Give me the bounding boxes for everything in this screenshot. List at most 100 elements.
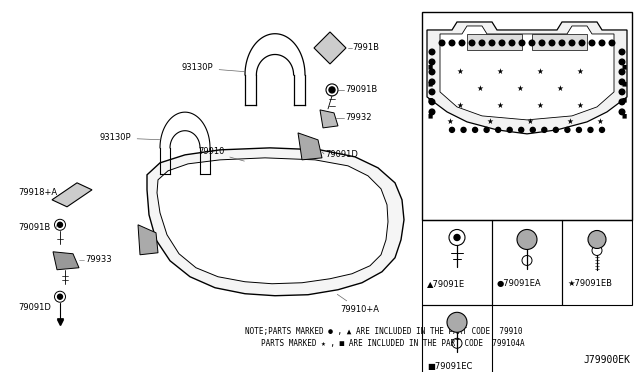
Text: ★: ★ (566, 118, 573, 126)
Circle shape (531, 127, 535, 132)
Circle shape (454, 234, 460, 240)
Bar (492, 220, 562, 305)
Circle shape (507, 127, 512, 132)
Text: ★: ★ (497, 102, 504, 110)
Circle shape (453, 318, 461, 326)
Text: ■: ■ (621, 81, 627, 86)
Bar (422, 12, 632, 220)
Text: ★79091EB: ★79091EB (567, 279, 612, 288)
Text: PARTS MARKED ★ , ■ ARE INCLUDED IN THE PART CODE  799104A: PARTS MARKED ★ , ■ ARE INCLUDED IN THE P… (261, 339, 525, 348)
Text: 79918+A: 79918+A (18, 188, 57, 197)
Circle shape (429, 69, 435, 75)
Circle shape (593, 236, 600, 243)
Text: ★: ★ (477, 84, 483, 93)
Polygon shape (440, 26, 614, 120)
Circle shape (460, 40, 465, 46)
Bar (422, 220, 492, 305)
Circle shape (447, 312, 467, 332)
Circle shape (461, 127, 466, 132)
Circle shape (559, 40, 564, 46)
Text: ★: ★ (557, 84, 563, 93)
Circle shape (540, 40, 545, 46)
Circle shape (599, 40, 605, 46)
Text: ★: ★ (456, 102, 463, 110)
Circle shape (577, 127, 581, 132)
Text: 79091B: 79091B (18, 223, 51, 232)
Circle shape (517, 230, 537, 250)
Circle shape (489, 40, 495, 46)
Circle shape (329, 87, 335, 93)
Circle shape (569, 40, 575, 46)
Text: 93130P: 93130P (182, 64, 245, 73)
Circle shape (588, 231, 606, 248)
Circle shape (509, 40, 515, 46)
Circle shape (554, 127, 558, 132)
Polygon shape (298, 133, 322, 160)
Bar (562, 220, 632, 305)
Text: ●79091EA: ●79091EA (497, 279, 541, 288)
Text: ★: ★ (596, 118, 604, 126)
Circle shape (565, 127, 570, 132)
Text: ■: ■ (621, 113, 627, 118)
Circle shape (58, 294, 63, 299)
Text: ■: ■ (621, 97, 627, 102)
Text: 79091D: 79091D (18, 303, 51, 312)
Circle shape (523, 235, 531, 244)
Text: J79900EK: J79900EK (583, 355, 630, 365)
Text: 79932: 79932 (345, 113, 371, 122)
Text: ■: ■ (428, 97, 433, 102)
Text: NOTE;PARTS MARKED ● , ▲ ARE INCLUDED IN THE PART CODE  79910: NOTE;PARTS MARKED ● , ▲ ARE INCLUDED IN … (245, 327, 522, 336)
Circle shape (429, 49, 435, 55)
Text: ■79091EC: ■79091EC (427, 362, 472, 371)
Text: 79091B: 79091B (345, 86, 377, 94)
Circle shape (549, 40, 555, 46)
Text: ★: ★ (516, 84, 524, 93)
Circle shape (620, 59, 625, 65)
Circle shape (469, 40, 475, 46)
Bar (532, 34, 587, 50)
Text: 7991B: 7991B (352, 44, 379, 52)
Text: 93130P: 93130P (100, 134, 160, 142)
Circle shape (479, 40, 485, 46)
Text: ■: ■ (428, 81, 433, 86)
Text: ★: ★ (486, 118, 493, 126)
Circle shape (429, 109, 435, 115)
Polygon shape (320, 110, 338, 128)
Bar (467, 34, 522, 50)
Circle shape (484, 127, 489, 132)
Text: 79910+A: 79910+A (337, 294, 379, 314)
Text: ★: ★ (536, 67, 543, 76)
Circle shape (429, 79, 435, 85)
Circle shape (449, 127, 454, 132)
Text: 79933: 79933 (85, 255, 111, 264)
Text: ★: ★ (497, 67, 504, 76)
Circle shape (620, 79, 625, 85)
Circle shape (449, 40, 455, 46)
Text: ★: ★ (577, 102, 584, 110)
Circle shape (495, 127, 500, 132)
Circle shape (519, 40, 525, 46)
Bar (422, 305, 492, 372)
Text: ■: ■ (428, 113, 433, 118)
Circle shape (529, 40, 535, 46)
Circle shape (620, 99, 625, 105)
Circle shape (609, 40, 615, 46)
Circle shape (429, 59, 435, 65)
Circle shape (472, 127, 477, 132)
Polygon shape (314, 32, 346, 64)
Circle shape (58, 222, 63, 227)
Circle shape (542, 127, 547, 132)
Circle shape (429, 89, 435, 95)
Circle shape (439, 40, 445, 46)
Polygon shape (147, 148, 404, 296)
Text: ★: ★ (527, 118, 533, 126)
Polygon shape (138, 225, 158, 255)
Circle shape (589, 40, 595, 46)
Circle shape (429, 99, 435, 105)
Circle shape (620, 69, 625, 75)
Text: ▲79091E: ▲79091E (427, 279, 465, 288)
Text: 79910: 79910 (198, 147, 244, 161)
Text: ★: ★ (577, 67, 584, 76)
Circle shape (519, 127, 524, 132)
Circle shape (620, 49, 625, 55)
